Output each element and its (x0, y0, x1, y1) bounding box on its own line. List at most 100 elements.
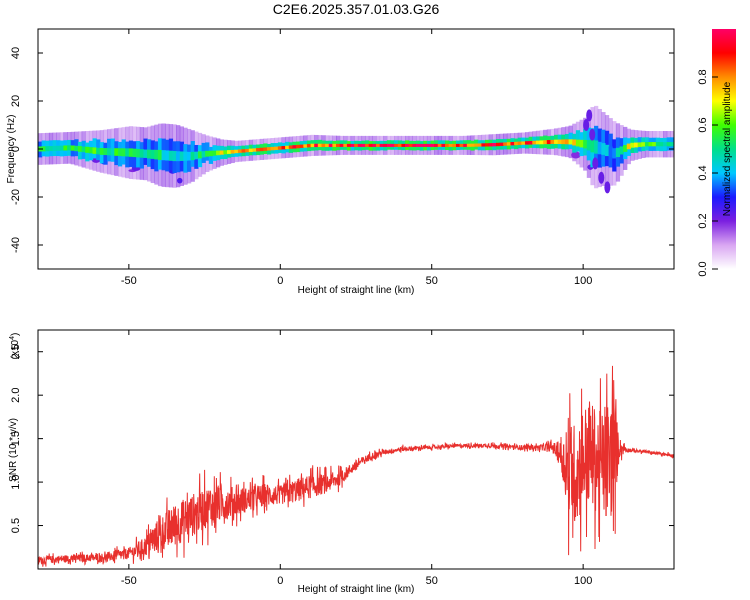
spectrogram-core-cell (517, 141, 522, 145)
spectrogram-core-cell (277, 146, 283, 150)
snr-y-multiplier-exp: 4 (9, 336, 16, 340)
spectrogram-core-cell (459, 143, 464, 147)
spectrogram-core-cell (245, 148, 250, 153)
spectrogram-core-cell (48, 146, 54, 152)
spectrogram-core-cell (554, 139, 559, 144)
y-tick-label: 1.5 (10, 431, 22, 446)
spectrogram-core-cell (183, 151, 188, 161)
spectrogram-core-cell (325, 143, 330, 147)
spectrogram-core-cell (470, 143, 475, 147)
spectrogram-core-cell (466, 143, 472, 147)
spectrogram-scatter-blob (571, 151, 581, 159)
x-tick-label: 0 (277, 575, 283, 587)
spectrogram-core-cell (317, 143, 323, 148)
spectrogram-core-cell (583, 140, 588, 149)
spectrogram-core-cell (154, 149, 159, 160)
spectrogram-core-cell (379, 143, 384, 147)
snr-y-ticks: 0.5 1.0 1.5 2.0 2.5 (10, 344, 674, 533)
spectrogram-x-label: Height of straight line (km) (298, 285, 415, 296)
x-tick-label: 50 (426, 575, 438, 587)
spectrogram-core-cell (426, 143, 432, 147)
spectrogram-core-cell (205, 150, 210, 157)
spectrogram-core-cell (481, 143, 486, 147)
spectrogram-core-cell (474, 143, 479, 147)
spectrogram-core-cell (492, 143, 497, 147)
spectrogram-core-cell (256, 148, 261, 152)
spectrogram-core-cell (270, 146, 275, 151)
spectrogram-core-cell (524, 141, 530, 145)
spectrogram-x-ticks: -50 0 50 100 (121, 29, 592, 287)
spectrogram-core-cell (368, 143, 373, 147)
spectrogram-core-cell (452, 143, 457, 147)
spectrogram-core-cell (415, 143, 421, 147)
spectrogram-core-cell (190, 151, 195, 161)
spectrogram-core-cell (88, 147, 94, 154)
spectrogram-core-cell (652, 142, 657, 147)
spectrogram-scatter-blob (583, 119, 590, 131)
colorbar-tick-label: 0.8 (697, 69, 709, 84)
spectrogram-core-cell (510, 141, 515, 146)
spectrogram-core-cell (296, 144, 301, 149)
spectrogram-core-cell (117, 148, 123, 157)
spectrogram-core-cell (445, 143, 450, 147)
spectrogram-core-cell (321, 143, 326, 148)
spectrogram-core-cell (197, 151, 203, 159)
spectrogram-scatter-blob (586, 109, 593, 122)
spectrogram-core-cell (430, 143, 435, 147)
colorbar-tick-label: 0.4 (697, 165, 709, 180)
spectrogram-core-cell (143, 149, 148, 158)
spectrogram-core-cell (208, 150, 214, 157)
spectrogram-core-cell (92, 147, 97, 154)
spectrogram-core-cell (136, 148, 141, 158)
spectrogram-core-cell (125, 148, 130, 157)
spectrogram-core-cell (612, 148, 617, 159)
x-tick-label: 100 (574, 575, 592, 587)
spectrogram-core-cell (288, 145, 293, 149)
y-tick-label: -20 (10, 189, 22, 205)
spectrogram-y-label: Frequency (Hz) (6, 115, 17, 184)
spectrogram-core-cell (663, 142, 668, 147)
spectrogram-core-cell (161, 150, 166, 161)
spectrogram-scatter-blob (604, 181, 611, 194)
snr-x-ticks: -50 0 50 100 (121, 330, 592, 587)
spectrogram-core-cell (408, 143, 413, 147)
spectrogram-core-cell (172, 151, 177, 162)
spectrogram-core-cell (357, 143, 363, 147)
spectrogram-core-cell (157, 149, 163, 160)
spectrogram-core-cell (590, 139, 595, 153)
spectrogram-core-cell (168, 150, 174, 161)
spectrogram-core-cell (310, 143, 315, 148)
spectrogram-core-cell (550, 139, 555, 144)
spectrogram-core-cell (405, 143, 410, 147)
spectrogram-core-cell (397, 143, 403, 147)
spectrogram-core-cell (219, 150, 224, 155)
spectrogram-core-cell (107, 148, 112, 156)
colorbar-tick-label: 0.0 (697, 261, 709, 276)
spectrogram-core-cell (659, 142, 664, 147)
spectrogram-y-ticks: 40 20 0 -20 -40 (10, 47, 674, 253)
spectrogram-core-cell (77, 146, 83, 152)
spectrogram-core-cell (241, 149, 246, 153)
colorbar-ticks: 0.0 0.2 0.4 0.6 0.8 (697, 69, 718, 277)
spectrogram-core-cell (579, 139, 584, 148)
spectrogram-core-cell (354, 143, 359, 147)
spectrogram-core-cell (448, 143, 453, 147)
spectrogram-core-cell (503, 142, 508, 146)
spectrogram-core-cell (575, 139, 581, 147)
spectrogram-core-cell (419, 143, 424, 147)
spectrogram-core-cell (383, 143, 388, 147)
spectrogram-core-cell (615, 147, 621, 158)
spectrogram-core-cell (179, 151, 184, 161)
spectrogram-core-cell (194, 151, 199, 160)
spectrogram-core-cell (343, 143, 348, 147)
spectrogram-core-cell (45, 146, 50, 152)
spectrogram-core-cell (557, 139, 562, 145)
y-tick-label: 2.0 (10, 388, 22, 403)
spectrogram-core-cell (463, 143, 468, 147)
spectrogram-core-cell (535, 140, 541, 145)
spectrogram-core-cell (644, 142, 650, 147)
snr-y-multiplier: (x104) (9, 333, 21, 360)
spectrogram-core-cell (604, 144, 610, 157)
spectrogram-core-cell (499, 142, 504, 146)
spectrogram-core-cell (201, 151, 206, 158)
